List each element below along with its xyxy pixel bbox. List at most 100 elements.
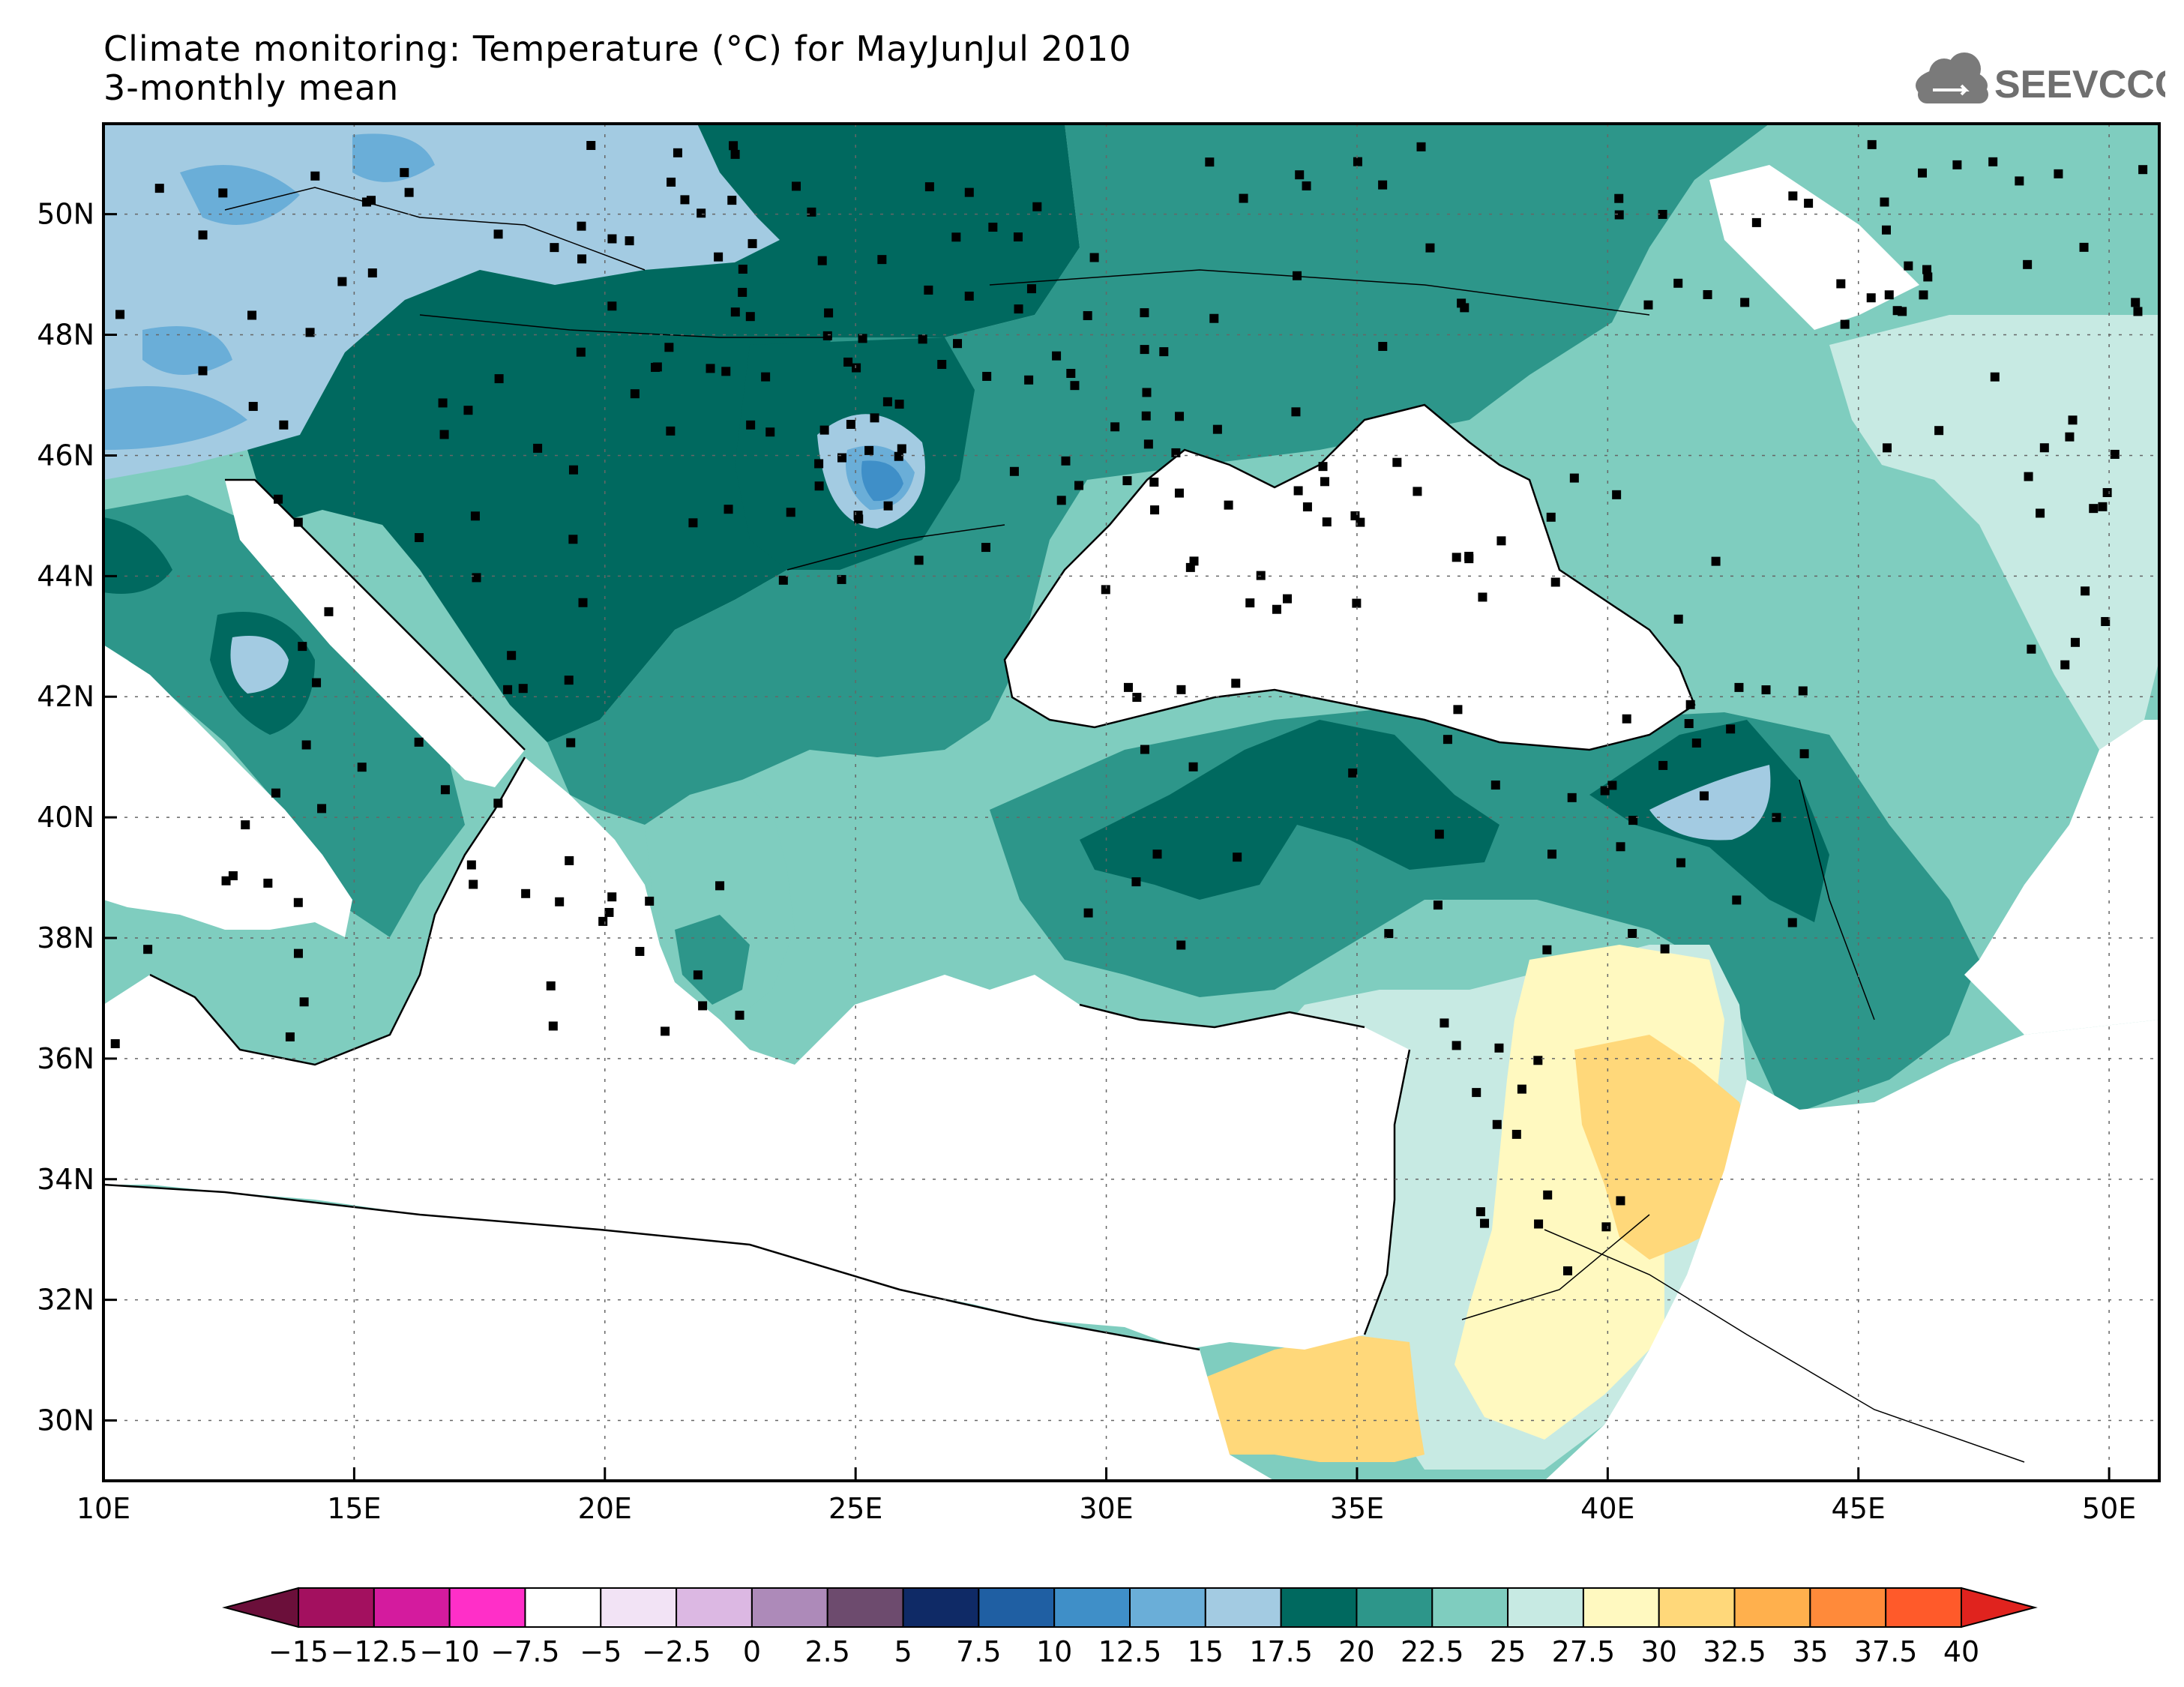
y-tick-label: 38N <box>37 921 94 954</box>
coastlines <box>103 403 1696 1351</box>
station-marker <box>724 505 733 514</box>
station-marker <box>521 888 531 898</box>
x-tick-label: 30E <box>1079 1492 1133 1525</box>
station-marker <box>661 1026 670 1036</box>
station-marker <box>1546 512 1556 522</box>
station-marker <box>964 291 974 301</box>
station-marker <box>1660 944 1670 954</box>
station-marker <box>1245 598 1255 608</box>
station-marker <box>337 277 347 286</box>
station-marker <box>607 234 617 244</box>
station-marker <box>1740 298 1750 307</box>
station-marker <box>1601 1222 1611 1232</box>
station-marker <box>1123 682 1133 692</box>
colorbar-box <box>1053 1587 1131 1628</box>
station-marker <box>746 420 756 430</box>
station-marker <box>241 820 250 830</box>
colorbar-box <box>1658 1587 1736 1628</box>
station-marker <box>1024 375 1034 385</box>
station-marker <box>1472 1088 1481 1098</box>
station-marker <box>110 1039 120 1049</box>
station-marker <box>1205 157 1215 167</box>
y-tick-label: 32N <box>37 1284 94 1317</box>
station-marker <box>894 451 903 461</box>
x-tick-label: 20E <box>578 1492 632 1525</box>
station-marker <box>518 684 528 694</box>
station-marker <box>817 256 827 265</box>
station-marker <box>1353 157 1362 166</box>
colorbar-label: 20 <box>1338 1635 1374 1668</box>
station-marker <box>470 511 480 521</box>
station-marker <box>1302 502 1312 512</box>
station-marker <box>1433 900 1443 910</box>
x-tick-label: 45E <box>1832 1492 1886 1525</box>
station-marker <box>727 196 737 205</box>
station-marker <box>738 287 747 297</box>
station-marker <box>747 238 757 248</box>
station-marker <box>1176 940 1186 950</box>
station-marker <box>1616 842 1625 852</box>
station-marker <box>1840 319 1850 329</box>
station-marker <box>1224 500 1233 510</box>
station-marker <box>1990 372 2000 382</box>
colorbar-box <box>902 1587 980 1628</box>
station-marker <box>981 543 990 553</box>
station-marker <box>2054 169 2063 178</box>
station-marker <box>1074 481 1084 490</box>
lat-lon-grid <box>103 124 2159 1481</box>
station-marker <box>1066 368 1076 378</box>
colorbar-label: −2.5 <box>642 1635 711 1668</box>
station-marker <box>1866 293 1876 303</box>
station-marker <box>503 685 513 694</box>
colorbar-box <box>373 1587 451 1628</box>
station-marker <box>1543 1190 1553 1200</box>
station-marker <box>1547 849 1557 859</box>
station-marker <box>1348 768 1358 778</box>
station-marker <box>2015 176 2024 186</box>
station-marker <box>493 799 503 808</box>
station-marker <box>1787 918 1797 927</box>
colorbar-box <box>524 1587 602 1628</box>
station-marker <box>607 301 617 311</box>
station-marker <box>761 372 771 382</box>
station-marker <box>1490 781 1500 790</box>
colorbar-label: 27.5 <box>1552 1635 1616 1668</box>
station-marker <box>324 607 334 616</box>
station-marker <box>440 785 450 795</box>
station-marker <box>198 366 208 376</box>
station-marker <box>293 897 303 907</box>
station-marker <box>1772 813 1781 823</box>
colorbar-label: 40 <box>1943 1635 1979 1668</box>
colorbar-box <box>1356 1587 1434 1628</box>
y-tick-label: 42N <box>37 680 94 713</box>
station-marker <box>493 229 503 239</box>
station-marker <box>843 357 853 367</box>
station-marker <box>548 1021 558 1031</box>
station-marker <box>414 737 424 747</box>
y-tick-label: 48N <box>37 319 94 352</box>
station-marker <box>1684 719 1694 729</box>
colorbar-label: −5 <box>580 1635 622 1668</box>
station-marker <box>555 897 565 906</box>
station-marker <box>652 362 662 372</box>
field-32-5-sinai <box>1200 1335 1425 1462</box>
station-marker <box>786 508 795 517</box>
station-marker <box>1293 486 1303 496</box>
station-marker <box>604 907 614 917</box>
station-marker <box>1026 284 1036 294</box>
station-marker <box>1452 553 1461 562</box>
station-marker <box>1083 310 1092 320</box>
colorbar-label: 0 <box>743 1635 761 1668</box>
logo-text: SEEVCCC <box>1994 63 2165 106</box>
colorbar-box <box>1733 1587 1811 1628</box>
colorbar-box <box>1204 1587 1282 1628</box>
station-marker <box>1440 1018 1449 1028</box>
station-marker <box>2060 660 2070 670</box>
station-marker <box>819 425 829 435</box>
colorbar-box <box>676 1587 753 1628</box>
station-marker <box>1711 556 1721 566</box>
field-10-romania <box>861 460 903 502</box>
station-marker <box>550 243 559 253</box>
station-marker <box>1322 517 1332 527</box>
station-marker <box>1751 217 1761 227</box>
